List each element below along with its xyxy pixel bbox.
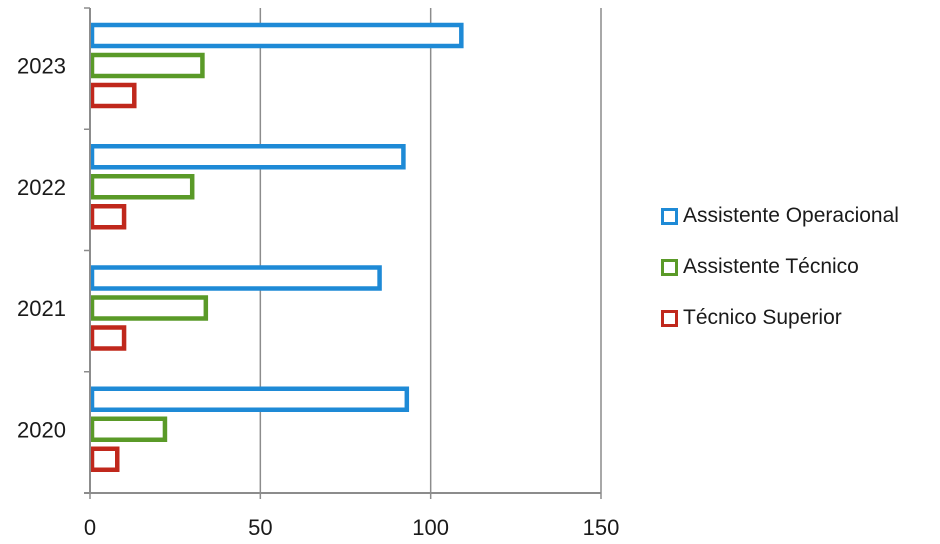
legend-label: Assistente Técnico [683,255,859,278]
legend-item-tecnico-superior: Técnico Superior [661,305,899,331]
legend-item-assistente-operacional: Assistente Operacional [661,203,899,229]
legend-swatch [661,309,678,327]
bar [89,204,127,230]
bars [89,22,464,472]
legend-label: Assistente Operacional [683,204,899,227]
bar [89,174,195,200]
y-category-label: 2023 [17,54,66,79]
bar [89,52,205,79]
bar [89,325,127,351]
bar [89,22,464,49]
gridlines [259,8,602,493]
bar [89,144,406,170]
legend-swatch [661,207,678,225]
x-tick-label: 0 [84,515,96,540]
y-category-label: 2021 [17,296,66,321]
bar [89,416,168,442]
legend-item-assistente-tecnico: Assistente Técnico [661,254,899,280]
legend-swatch [661,258,678,276]
axes [84,7,602,499]
x-tick-label: 150 [583,515,620,540]
bar [89,386,410,412]
x-tick-label: 100 [412,515,449,540]
bar [89,295,209,321]
bar [89,82,137,109]
x-tick-label: 50 [248,515,272,540]
y-axis-category-labels: 2020 2021 2022 2023 [17,54,66,443]
bar [89,446,120,472]
x-axis-tick-labels: 0 50 100 150 [84,515,619,540]
y-category-label: 2022 [17,175,66,200]
y-category-label: 2020 [17,417,66,442]
chart-legend: Assistente Operacional Assistente Técnic… [661,203,899,356]
bar [89,265,382,291]
legend-label: Técnico Superior [683,306,842,329]
